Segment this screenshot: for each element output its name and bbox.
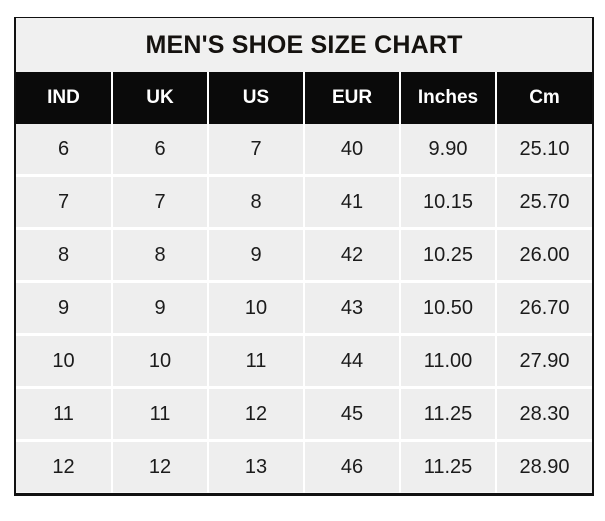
cell-inches: 10.15: [400, 175, 497, 230]
cell-eur: 42: [304, 228, 401, 283]
cell-cm: 25.70: [496, 175, 592, 230]
size-chart-card: MEN'S SHOE SIZE CHART IND UK US EUR Inch…: [14, 17, 594, 496]
cell-eur: 46: [304, 440, 401, 493]
cell-uk: 7: [112, 175, 209, 230]
cell-us: 8: [208, 175, 305, 230]
cell-ind: 12: [16, 440, 113, 493]
cell-us: 11: [208, 334, 305, 389]
page-title: MEN'S SHOE SIZE CHART: [145, 30, 463, 59]
size-chart-table: IND UK US EUR Inches Cm 6 6 7 40 9.90 25…: [16, 72, 592, 493]
cell-uk: 11: [112, 387, 209, 442]
cell-ind: 11: [16, 387, 113, 442]
table-header: IND UK US EUR Inches Cm: [16, 72, 592, 124]
cell-eur: 45: [304, 387, 401, 442]
cell-cm: 26.00: [496, 228, 592, 283]
cell-us: 13: [208, 440, 305, 493]
cell-us: 7: [208, 124, 305, 177]
cell-cm: 28.30: [496, 387, 592, 442]
cell-us: 12: [208, 387, 305, 442]
cell-eur: 41: [304, 175, 401, 230]
chart-title-band: MEN'S SHOE SIZE CHART: [16, 18, 592, 72]
cell-uk: 6: [112, 124, 209, 177]
column-header-cm: Cm: [496, 72, 592, 124]
table-row: 10 10 11 44 11.00 27.90: [16, 334, 592, 389]
cell-eur: 43: [304, 281, 401, 336]
table-row: 8 8 9 42 10.25 26.00: [16, 228, 592, 283]
header-row: IND UK US EUR Inches Cm: [16, 72, 592, 124]
cell-eur: 44: [304, 334, 401, 389]
cell-inches: 9.90: [400, 124, 497, 177]
cell-ind: 8: [16, 228, 113, 283]
table-row: 6 6 7 40 9.90 25.10: [16, 124, 592, 177]
column-header-ind: IND: [16, 72, 113, 124]
cell-ind: 9: [16, 281, 113, 336]
table-row: 11 11 12 45 11.25 28.30: [16, 387, 592, 442]
cell-inches: 11.25: [400, 387, 497, 442]
cell-uk: 8: [112, 228, 209, 283]
cell-eur: 40: [304, 124, 401, 177]
column-header-inches: Inches: [400, 72, 497, 124]
table-row: 9 9 10 43 10.50 26.70: [16, 281, 592, 336]
table-row: 7 7 8 41 10.15 25.70: [16, 175, 592, 230]
cell-uk: 10: [112, 334, 209, 389]
cell-ind: 10: [16, 334, 113, 389]
table-body: 6 6 7 40 9.90 25.10 7 7 8 41 10.15 25.70…: [16, 124, 592, 493]
cell-cm: 26.70: [496, 281, 592, 336]
cell-inches: 10.50: [400, 281, 497, 336]
cell-ind: 6: [16, 124, 113, 177]
cell-us: 9: [208, 228, 305, 283]
cell-cm: 28.90: [496, 440, 592, 493]
cell-cm: 27.90: [496, 334, 592, 389]
cell-uk: 12: [112, 440, 209, 493]
cell-uk: 9: [112, 281, 209, 336]
column-header-uk: UK: [112, 72, 209, 124]
column-header-eur: EUR: [304, 72, 401, 124]
cell-inches: 11.25: [400, 440, 497, 493]
cell-inches: 10.25: [400, 228, 497, 283]
column-header-us: US: [208, 72, 305, 124]
cell-ind: 7: [16, 175, 113, 230]
cell-inches: 11.00: [400, 334, 497, 389]
table-row: 12 12 13 46 11.25 28.90: [16, 440, 592, 493]
cell-us: 10: [208, 281, 305, 336]
cell-cm: 25.10: [496, 124, 592, 177]
